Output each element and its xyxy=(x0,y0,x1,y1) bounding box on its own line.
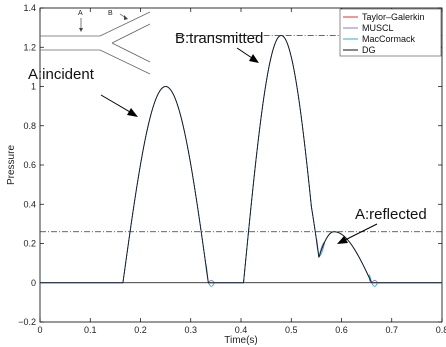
x-tick-label: 0.7 xyxy=(385,325,398,335)
x-tick-label: 0.1 xyxy=(84,325,97,335)
x-tick-label: 0.5 xyxy=(285,325,298,335)
x-tick-label: 0.4 xyxy=(235,325,248,335)
series-line-dg xyxy=(40,35,442,284)
x-tick-label: 0.6 xyxy=(335,325,348,335)
annotation-incident: A:incident xyxy=(28,66,95,83)
inset-label-b: B xyxy=(108,10,113,17)
inset-label-a: A xyxy=(78,10,83,17)
y-tick-label: 0.6 xyxy=(23,160,36,170)
y-axis-label: Pressure xyxy=(6,145,17,185)
x-axis-ticks: 0 0.1 0.2 0.3 0.4 0.5 0.6 0.7 0.8 xyxy=(37,8,446,335)
y-tick-label: −0.2 xyxy=(18,317,36,327)
y-tick-label: 0.8 xyxy=(23,121,36,131)
y-axis-ticks: −0.2 0 0.2 0.4 0.6 0.8 1 1.2 1.4 xyxy=(18,3,442,327)
legend-label: MacCormack xyxy=(362,34,416,44)
y-tick-label: 0.4 xyxy=(23,199,36,209)
x-axis-label: Time(s) xyxy=(224,335,258,346)
y-tick-label: 1.2 xyxy=(23,42,36,52)
y-tick-label: 0 xyxy=(31,278,36,288)
x-tick-label: 0.3 xyxy=(184,325,197,335)
y-tick-label: 1.4 xyxy=(23,3,36,13)
plot-area xyxy=(39,7,443,323)
x-tick-label: 0 xyxy=(37,325,42,335)
y-tick-label: 1 xyxy=(31,82,36,92)
annotation-transmitted: B:transmitted xyxy=(175,30,263,47)
legend-label: Taylor–Galerkin xyxy=(362,12,425,22)
x-tick-label: 0.2 xyxy=(134,325,147,335)
annotation-reflected: A:reflected xyxy=(355,206,427,223)
series-layer xyxy=(40,35,442,287)
annotations: A:incident B:transmitted A:reflected xyxy=(28,30,427,244)
legend-label: MUSCL xyxy=(362,23,394,33)
y-tick-label: 0.2 xyxy=(23,239,36,249)
legend-label: DG xyxy=(362,45,376,55)
bifurcation-inset: A B xyxy=(40,10,151,75)
x-tick-label: 0.8 xyxy=(436,325,446,335)
